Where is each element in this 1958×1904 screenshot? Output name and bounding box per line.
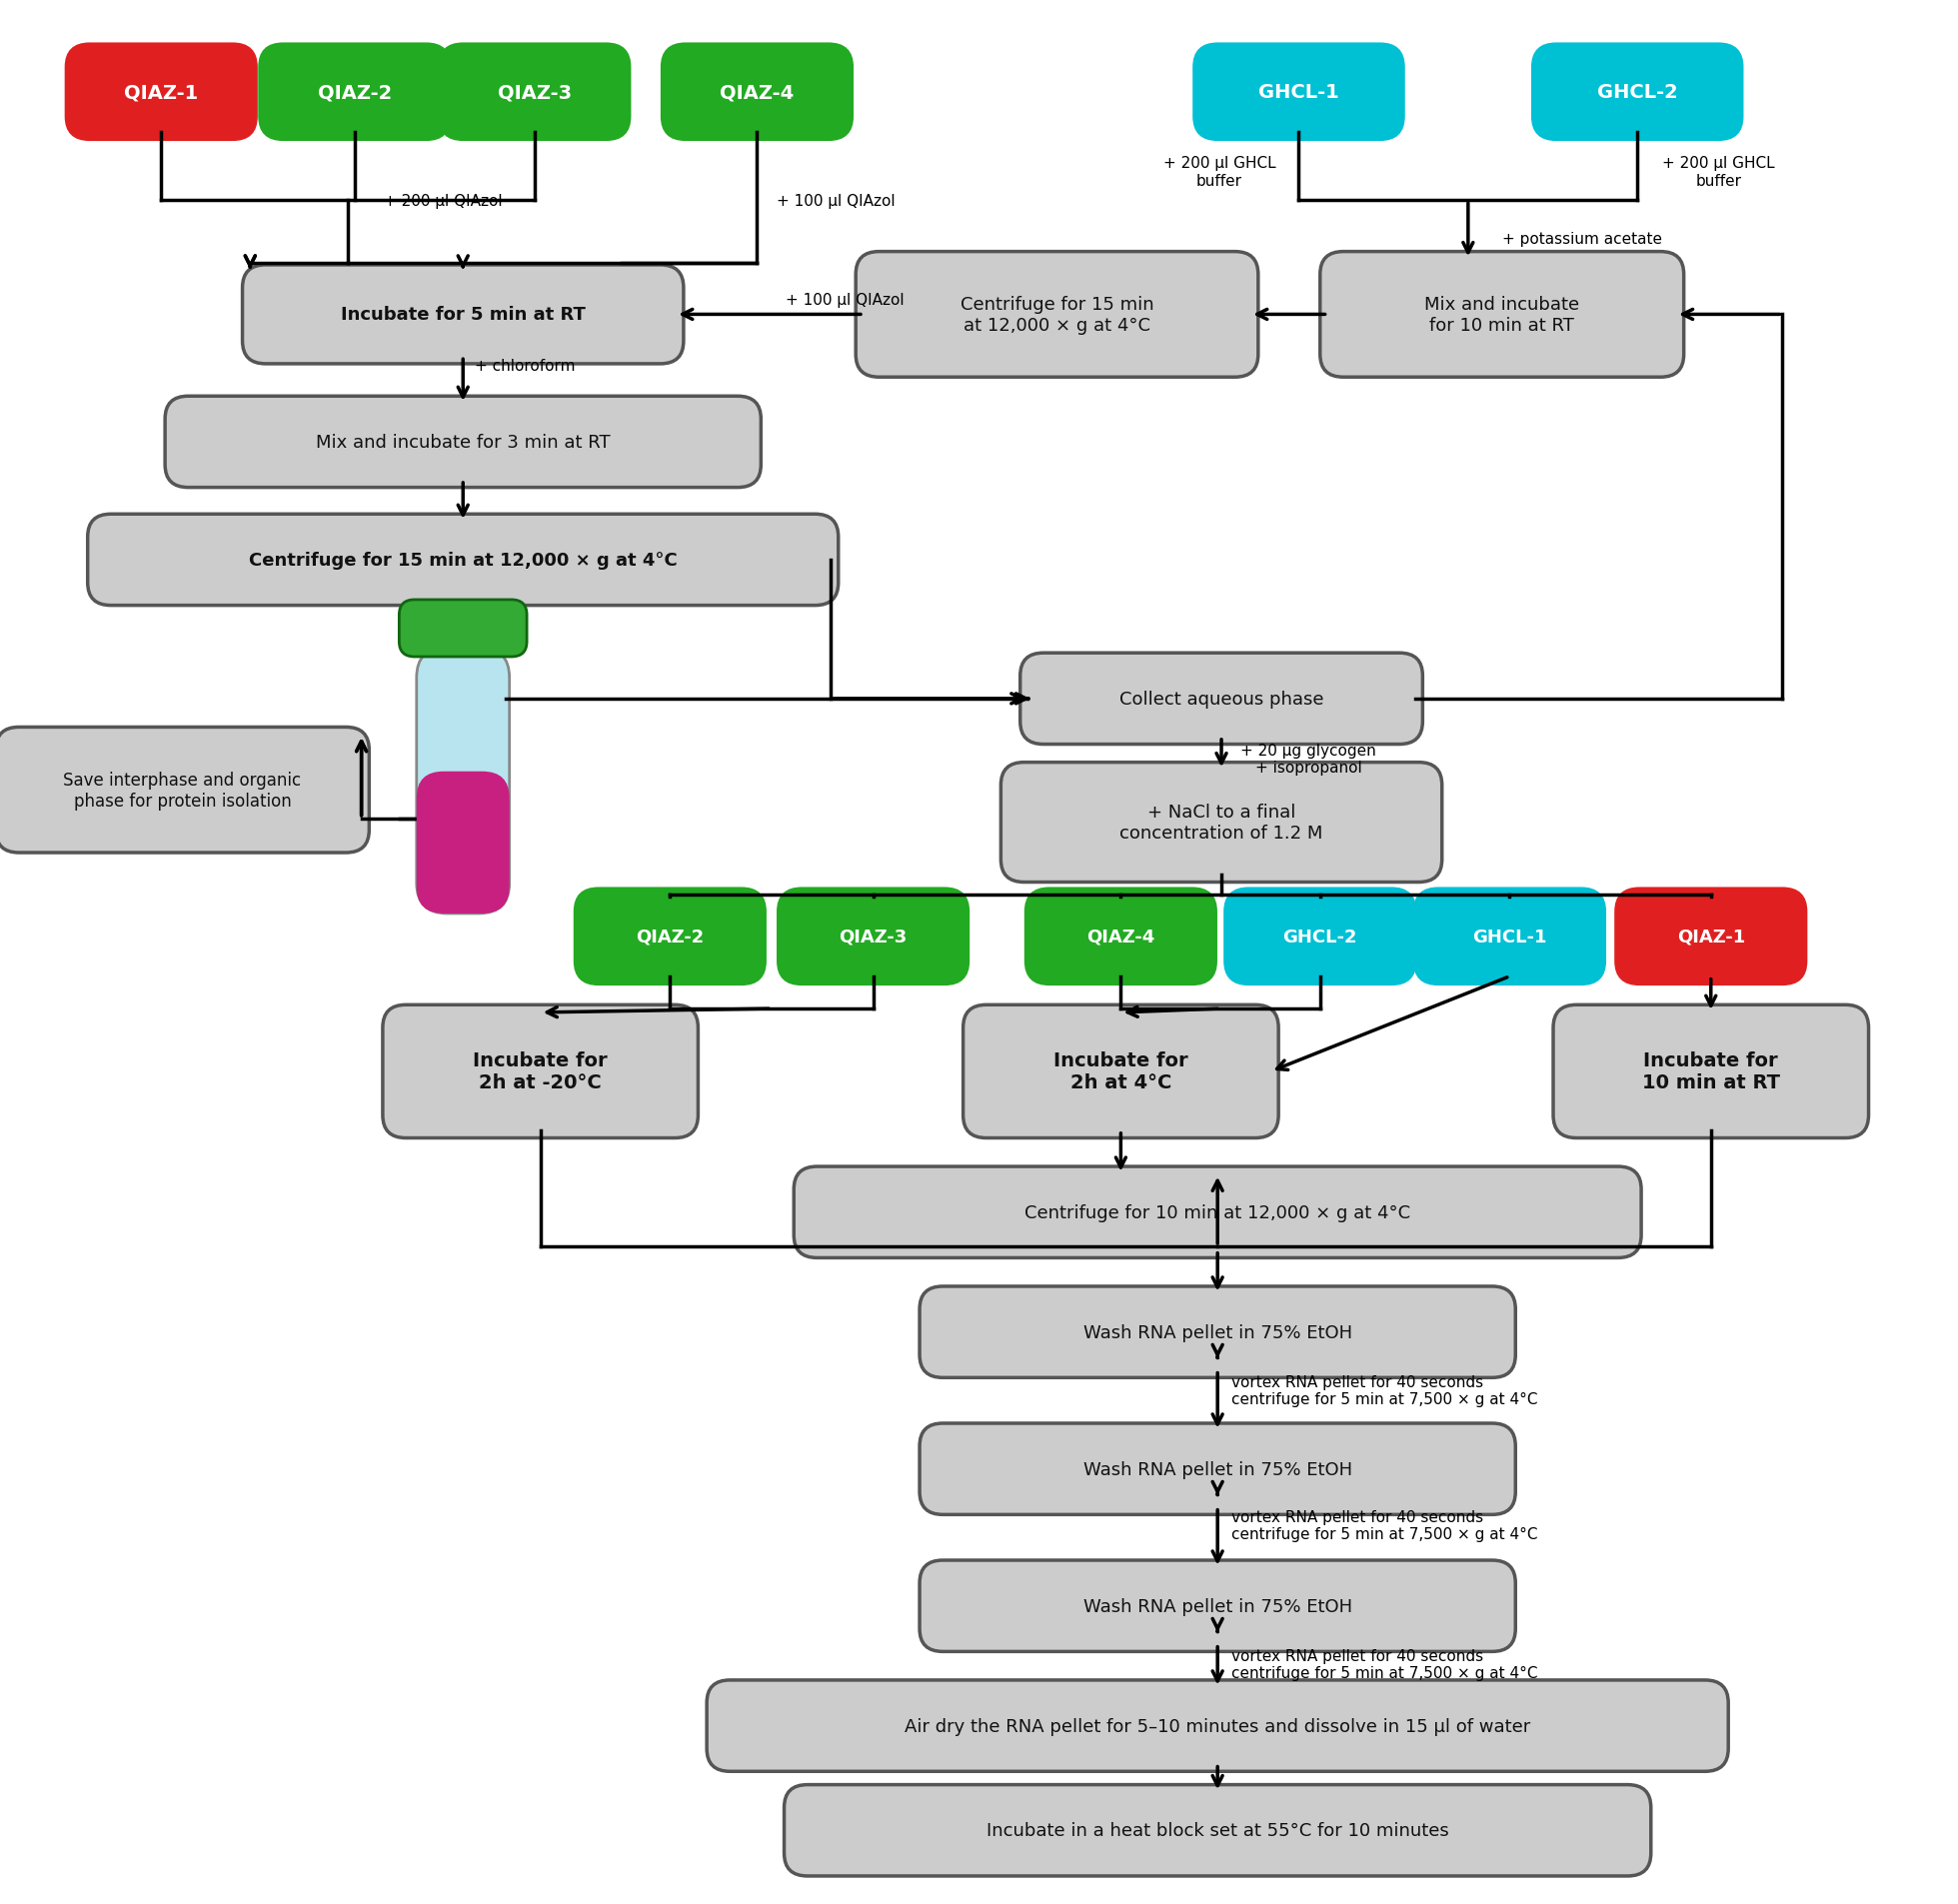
- Text: Centrifuge for 10 min at 12,000 × g at 4°C: Centrifuge for 10 min at 12,000 × g at 4…: [1024, 1203, 1410, 1222]
- Text: Wash RNA pellet in 75% EtOH: Wash RNA pellet in 75% EtOH: [1083, 1460, 1353, 1478]
- Text: Incubate for
10 min at RT: Incubate for 10 min at RT: [1643, 1051, 1780, 1093]
- Text: QIAZ-4: QIAZ-4: [721, 84, 795, 103]
- FancyBboxPatch shape: [88, 514, 838, 605]
- FancyBboxPatch shape: [1416, 889, 1604, 984]
- Text: Save interphase and organic
phase for protein isolation: Save interphase and organic phase for pr…: [63, 771, 302, 809]
- Text: Mix and incubate
for 10 min at RT: Mix and incubate for 10 min at RT: [1423, 295, 1580, 335]
- Text: GHCL-1: GHCL-1: [1472, 927, 1547, 946]
- FancyBboxPatch shape: [856, 253, 1259, 377]
- Text: Centrifuge for 15 min
at 12,000 × g at 4°C: Centrifuge for 15 min at 12,000 × g at 4…: [959, 295, 1153, 335]
- FancyBboxPatch shape: [382, 1005, 699, 1139]
- FancyBboxPatch shape: [399, 600, 527, 657]
- Text: vortex RNA pellet for 40 seconds
centrifuge for 5 min at 7,500 × g at 4°C: vortex RNA pellet for 40 seconds centrif…: [1232, 1647, 1537, 1679]
- FancyBboxPatch shape: [1026, 889, 1216, 984]
- Text: vortex RNA pellet for 40 seconds
centrifuge for 5 min at 7,500 × g at 4°C: vortex RNA pellet for 40 seconds centrif…: [1232, 1510, 1537, 1542]
- Text: + 200 µl GHCL
buffer: + 200 µl GHCL buffer: [1163, 156, 1275, 188]
- FancyBboxPatch shape: [1533, 46, 1743, 141]
- Text: QIAZ-2: QIAZ-2: [636, 927, 705, 946]
- Text: Collect aqueous phase: Collect aqueous phase: [1120, 689, 1324, 708]
- FancyBboxPatch shape: [1020, 653, 1423, 744]
- FancyBboxPatch shape: [963, 1005, 1279, 1139]
- Text: Centrifuge for 15 min at 12,000 × g at 4°C: Centrifuge for 15 min at 12,000 × g at 4…: [249, 552, 677, 569]
- FancyBboxPatch shape: [1320, 253, 1684, 377]
- FancyBboxPatch shape: [793, 1167, 1641, 1259]
- Text: QIAZ-2: QIAZ-2: [317, 84, 392, 103]
- Text: GHCL-1: GHCL-1: [1259, 84, 1339, 103]
- FancyBboxPatch shape: [417, 771, 509, 914]
- FancyBboxPatch shape: [576, 889, 766, 984]
- Text: GHCL-2: GHCL-2: [1598, 84, 1678, 103]
- Text: Incubate for 5 min at RT: Incubate for 5 min at RT: [341, 307, 585, 324]
- FancyBboxPatch shape: [783, 1784, 1651, 1875]
- Text: + 100 µl QIAzol: + 100 µl QIAzol: [785, 293, 905, 307]
- FancyBboxPatch shape: [1194, 46, 1404, 141]
- FancyBboxPatch shape: [1226, 889, 1416, 984]
- Text: QIAZ-1: QIAZ-1: [1676, 927, 1745, 946]
- FancyBboxPatch shape: [417, 647, 509, 914]
- Text: vortex RNA pellet for 40 seconds
centrifuge for 5 min at 7,500 × g at 4°C: vortex RNA pellet for 40 seconds centrif…: [1232, 1375, 1537, 1407]
- Text: GHCL-2: GHCL-2: [1282, 927, 1357, 946]
- FancyBboxPatch shape: [1001, 764, 1441, 883]
- FancyBboxPatch shape: [164, 396, 762, 487]
- FancyBboxPatch shape: [243, 267, 683, 364]
- Text: QIAZ-1: QIAZ-1: [123, 84, 198, 103]
- Text: QIAZ-3: QIAZ-3: [840, 927, 907, 946]
- FancyBboxPatch shape: [920, 1287, 1515, 1378]
- FancyBboxPatch shape: [662, 46, 852, 141]
- FancyBboxPatch shape: [260, 46, 450, 141]
- FancyBboxPatch shape: [779, 889, 967, 984]
- FancyBboxPatch shape: [441, 46, 629, 141]
- Text: + chloroform: + chloroform: [474, 360, 576, 373]
- FancyBboxPatch shape: [920, 1424, 1515, 1516]
- Text: Incubate in a heat block set at 55°C for 10 minutes: Incubate in a heat block set at 55°C for…: [987, 1822, 1449, 1839]
- Text: + 200 µl GHCL
buffer: + 200 µl GHCL buffer: [1662, 156, 1776, 188]
- Text: Wash RNA pellet in 75% EtOH: Wash RNA pellet in 75% EtOH: [1083, 1323, 1353, 1340]
- Text: Air dry the RNA pellet for 5–10 minutes and dissolve in 15 µl of water: Air dry the RNA pellet for 5–10 minutes …: [905, 1717, 1531, 1735]
- Text: QIAZ-3: QIAZ-3: [497, 84, 572, 103]
- Text: + 100 µl QIAzol: + 100 µl QIAzol: [777, 194, 895, 209]
- Text: + NaCl to a final
concentration of 1.2 M: + NaCl to a final concentration of 1.2 M: [1120, 803, 1324, 842]
- Text: Incubate for
2h at -20°C: Incubate for 2h at -20°C: [474, 1051, 607, 1093]
- FancyBboxPatch shape: [1615, 889, 1805, 984]
- FancyBboxPatch shape: [920, 1561, 1515, 1651]
- FancyBboxPatch shape: [1553, 1005, 1868, 1139]
- FancyBboxPatch shape: [707, 1679, 1729, 1771]
- Text: Mix and incubate for 3 min at RT: Mix and incubate for 3 min at RT: [315, 434, 611, 451]
- Text: + 200 µl QIAzol: + 200 µl QIAzol: [384, 194, 503, 209]
- Text: Incubate for
2h at 4°C: Incubate for 2h at 4°C: [1053, 1051, 1189, 1093]
- Text: Wash RNA pellet in 75% EtOH: Wash RNA pellet in 75% EtOH: [1083, 1597, 1353, 1615]
- FancyBboxPatch shape: [67, 46, 256, 141]
- FancyBboxPatch shape: [0, 727, 370, 853]
- Text: + 20 µg glycogen
+ isopropanol: + 20 µg glycogen + isopropanol: [1241, 743, 1376, 775]
- Text: + potassium acetate: + potassium acetate: [1502, 232, 1662, 246]
- Text: QIAZ-4: QIAZ-4: [1087, 927, 1155, 946]
